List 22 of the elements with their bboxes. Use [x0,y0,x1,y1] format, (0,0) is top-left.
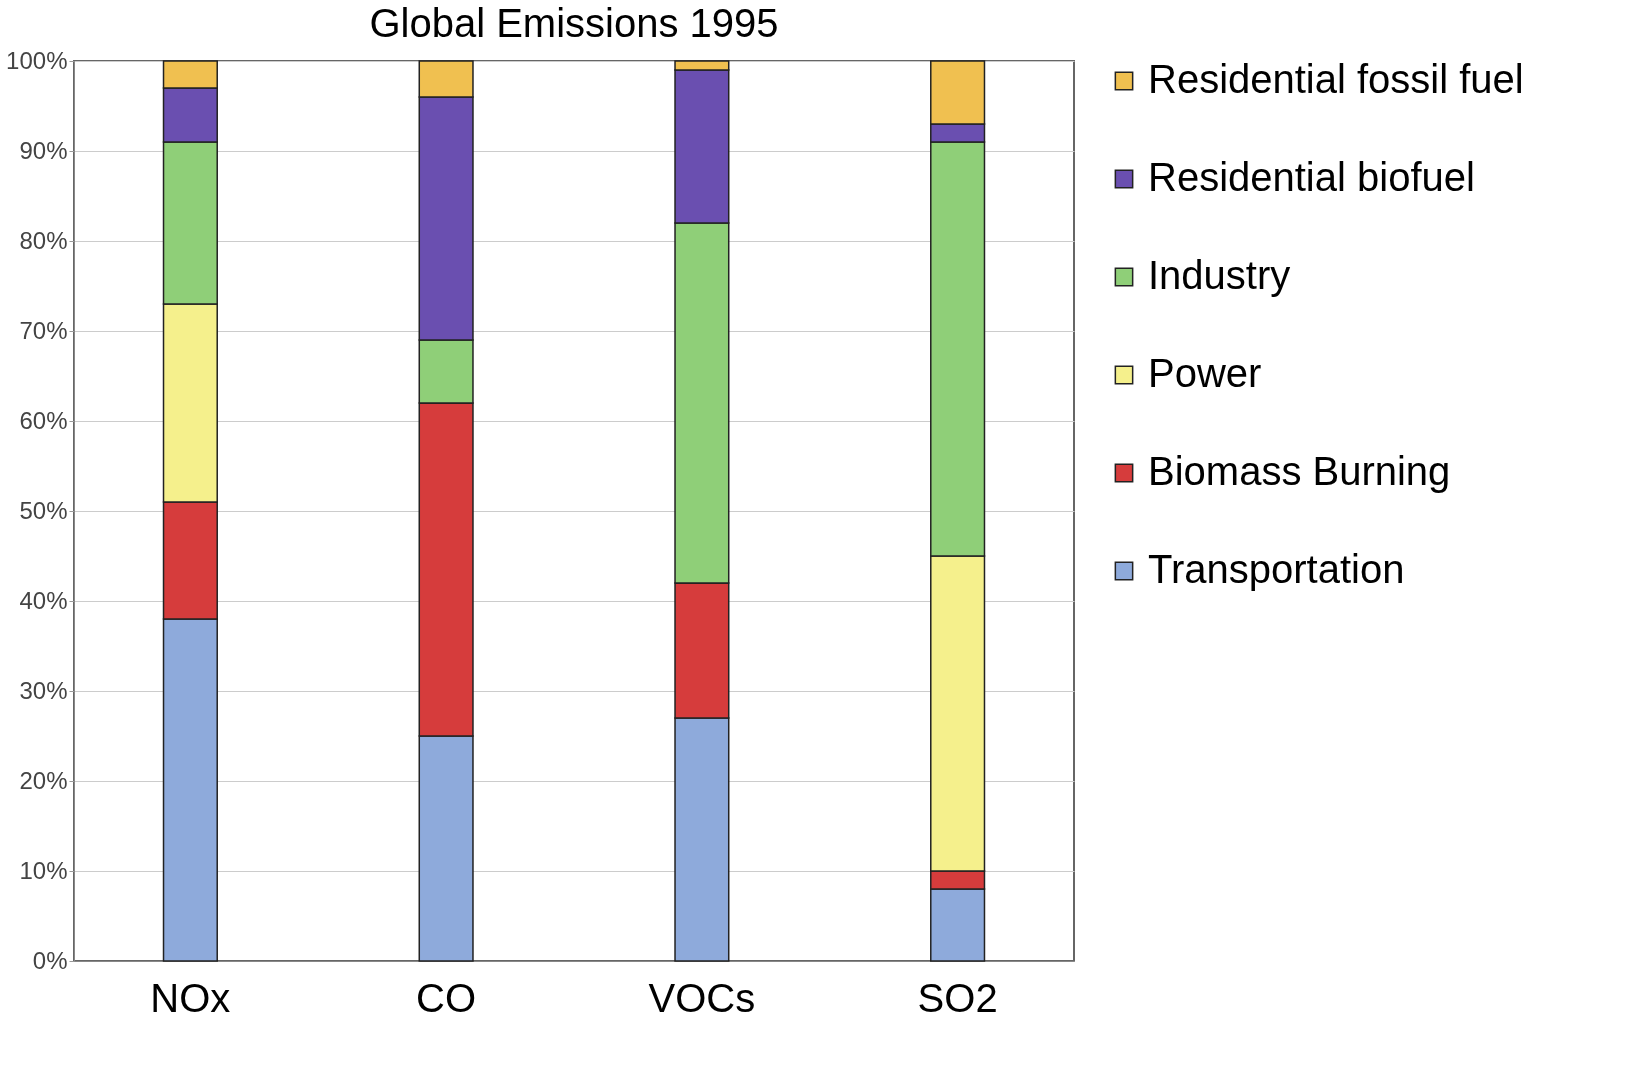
legend-label: Biomass Burning [1148,449,1451,493]
y-tick-label: 80% [19,226,68,254]
y-tick-label: 70% [19,316,68,344]
legend-label: Industry [1148,253,1291,297]
legend-label: Power [1148,351,1262,395]
y-tick-label: 20% [19,766,68,794]
y-tick-label: 30% [19,676,68,704]
y-tick-label: 50% [19,496,68,524]
y-tick-label: 0% [32,946,68,974]
x-tick-label: VOCs [648,975,756,1020]
x-tick-label: NOx [150,975,231,1020]
y-tick-label: 90% [19,136,68,164]
y-tick-label: 40% [19,586,68,614]
x-tick-label: SO2 [917,975,998,1020]
legend-label: Transportation [1148,547,1405,591]
y-tick-label: 10% [19,856,68,884]
chart-title: Global Emissions 1995 [369,1,779,45]
legend-label: Residential fossil fuel [1148,57,1524,101]
x-tick-label: CO [416,975,477,1020]
y-tick-label: 60% [19,406,68,434]
legend-label: Residential biofuel [1148,155,1475,199]
y-tick-label: 100% [6,46,68,74]
